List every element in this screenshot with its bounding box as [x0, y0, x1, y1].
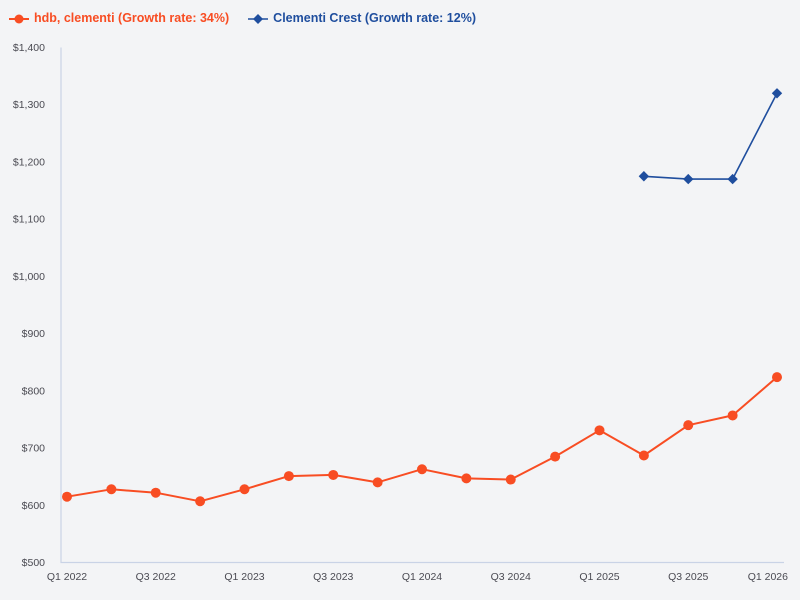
y-axis-tick-label: $1,400 — [13, 42, 45, 54]
data-point-marker[interactable] — [150, 487, 161, 498]
y-axis-tick-label: $500 — [22, 557, 46, 569]
y-axis-tick-label: $800 — [22, 385, 46, 397]
y-axis-tick-label: $1,200 — [13, 156, 45, 168]
data-point-marker[interactable] — [62, 491, 72, 502]
x-axis-tick-label: Q1 2023 — [224, 571, 264, 583]
circle-marker-icon — [14, 14, 24, 23]
data-point-marker[interactable] — [683, 173, 694, 185]
data-point-marker[interactable] — [683, 420, 694, 431]
data-point-marker[interactable] — [372, 477, 383, 488]
chart-legend: hdb, clementi (Growth rate: 34%) Clement… — [9, 11, 476, 26]
data-point-marker[interactable] — [328, 469, 339, 480]
data-point-marker[interactable] — [461, 473, 472, 484]
data-point-marker[interactable] — [505, 474, 516, 485]
data-point-marker[interactable] — [195, 496, 206, 507]
y-axis-tick-label: $1,000 — [13, 271, 45, 283]
legend-item-clementi-crest[interactable]: Clementi Crest (Growth rate: 12%) — [248, 11, 476, 26]
data-point-marker[interactable] — [771, 88, 783, 99]
y-axis-tick-label: $700 — [22, 443, 46, 455]
legend-label-hdb-clementi: hdb, clementi (Growth rate: 34%) — [34, 11, 230, 25]
data-point-marker[interactable] — [772, 372, 782, 383]
data-point-marker[interactable] — [727, 410, 738, 421]
x-axis-tick-label: Q1 2022 — [47, 571, 87, 583]
x-axis-tick-label: Q1 2025 — [579, 571, 619, 583]
data-point-marker[interactable] — [727, 173, 738, 185]
data-point-marker[interactable] — [638, 450, 649, 461]
axis-lines — [60, 47, 784, 564]
x-axis-tick-label: Q3 2024 — [491, 571, 531, 583]
x-axis-tick-label: Q3 2022 — [136, 571, 176, 583]
data-point-marker[interactable] — [417, 464, 427, 475]
x-axis-tick-label: Q1 2024 — [402, 571, 442, 583]
y-axis-tick-label: $600 — [22, 500, 46, 512]
data-point-marker[interactable] — [106, 484, 117, 495]
line-circle-marker-icon — [9, 14, 29, 23]
data-point-marker[interactable] — [550, 451, 561, 462]
x-axis-tick-label: Q3 2023 — [313, 571, 353, 583]
data-point-marker[interactable] — [283, 471, 294, 482]
x-axis-tick-label: Q3 2025 — [668, 571, 708, 583]
legend-item-hdb-clementi[interactable]: hdb, clementi (Growth rate: 34%) — [9, 11, 229, 26]
x-axis-tick-label: Q1 2026 — [748, 571, 788, 583]
y-axis-tick-label: $1,100 — [13, 214, 45, 226]
line-diamond-marker-icon — [248, 13, 269, 24]
data-point-marker[interactable] — [594, 425, 605, 436]
series-line-hdb-clementi — [66, 376, 778, 503]
legend-label-clementi-crest: Clementi Crest (Growth rate: 12%) — [273, 11, 476, 25]
y-axis-tick-label: $900 — [22, 328, 46, 340]
y-axis-tick-label: $1,300 — [13, 99, 45, 111]
data-point-marker[interactable] — [239, 484, 250, 495]
data-point-marker[interactable] — [638, 171, 650, 182]
diamond-marker-icon — [253, 13, 264, 24]
series-line-clementi-crest — [643, 92, 778, 180]
